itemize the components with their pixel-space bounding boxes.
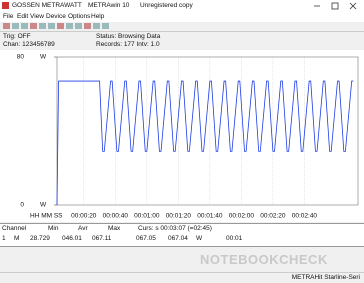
title-vendor: GOSSEN METRAWATT [12, 2, 82, 9]
title-app: METRAwin 10 [88, 2, 130, 9]
menu-bar [0, 12, 364, 22]
chart-background [0, 50, 364, 222]
y-unit: W [40, 202, 47, 209]
table-cell: 00:01 [226, 235, 243, 242]
watermark: NOTEBOOKCHECK [200, 252, 328, 267]
x-tick-label: 00:02:00 [229, 213, 255, 220]
table-cell: W [196, 235, 203, 242]
x-tick-label: 00:02:20 [260, 213, 286, 220]
menu-item[interactable]: Options [68, 13, 91, 20]
title-bar [0, 0, 364, 12]
table-cell: 1 [2, 235, 6, 242]
toolbar-button[interactable] [102, 23, 109, 29]
table-header: Curs: s 00:03:07 (=02:45) [138, 225, 212, 232]
table-header: Channel [2, 225, 27, 232]
y-tick-label: 80 [17, 54, 25, 61]
toolbar-button[interactable] [66, 23, 73, 29]
x-axis-label: HH MM SS [30, 213, 63, 220]
table-cell: 067.04 [168, 235, 188, 242]
table-header: Avr [78, 225, 88, 232]
menu-item[interactable]: Device [46, 13, 66, 20]
x-tick-label: 00:01:00 [134, 213, 160, 220]
window-controls[interactable] [310, 0, 364, 12]
toolbar-button[interactable] [39, 23, 46, 29]
x-tick-label: 00:00:40 [103, 213, 129, 220]
status-text: METRAHit Starline-Seri [291, 274, 360, 281]
menu-item[interactable]: Help [91, 13, 105, 20]
trig-info: Trig: OFF [3, 33, 31, 40]
toolbar-button[interactable] [84, 23, 91, 29]
plot-frame [56, 56, 359, 206]
table-header: Max [108, 225, 121, 232]
status-bar [0, 272, 364, 283]
toolbar-button[interactable] [57, 23, 64, 29]
table-header: Min [48, 225, 59, 232]
toolbar-button[interactable] [21, 23, 28, 29]
toolbar-button[interactable] [12, 23, 19, 29]
toolbar-button[interactable] [93, 23, 100, 29]
table-cell: M [14, 235, 20, 242]
toolbar-button[interactable] [3, 23, 10, 29]
menu-item[interactable]: Edit [17, 13, 29, 20]
x-tick-label: 00:02:40 [292, 213, 318, 220]
records-info: Records: 177 Intv: 1.0 [96, 41, 160, 48]
y-tick-label: 0 [20, 202, 24, 209]
table-cell: 046.01 [62, 235, 82, 242]
readout-table [0, 223, 364, 247]
menu-item[interactable]: View [30, 13, 44, 20]
status-info: Status: Browsing Data [96, 33, 161, 40]
toolbar [0, 22, 364, 32]
toolbar-button[interactable] [75, 23, 82, 29]
app-icon [2, 2, 9, 9]
chan-info: Chan: 123456789 [3, 41, 55, 48]
x-tick-label: 00:01:40 [197, 213, 223, 220]
menu-item[interactable]: File [3, 13, 14, 20]
toolbar-button[interactable] [48, 23, 55, 29]
y-unit: W [40, 54, 47, 61]
x-tick-label: 00:01:20 [166, 213, 192, 220]
title-license: Unregistered copy [140, 2, 193, 9]
chart: 00:00:20 00:00:40 00:01:00 00:01:20 00:01:40… [0, 50, 364, 222]
toolbar-button[interactable] [30, 23, 37, 29]
x-tick-label: 00:00:20 [71, 213, 97, 220]
table-cell: 28.729 [30, 235, 50, 242]
table-cell: 067.11 [92, 235, 112, 242]
data-line [56, 80, 354, 206]
table-cell: 067.05 [136, 235, 156, 242]
